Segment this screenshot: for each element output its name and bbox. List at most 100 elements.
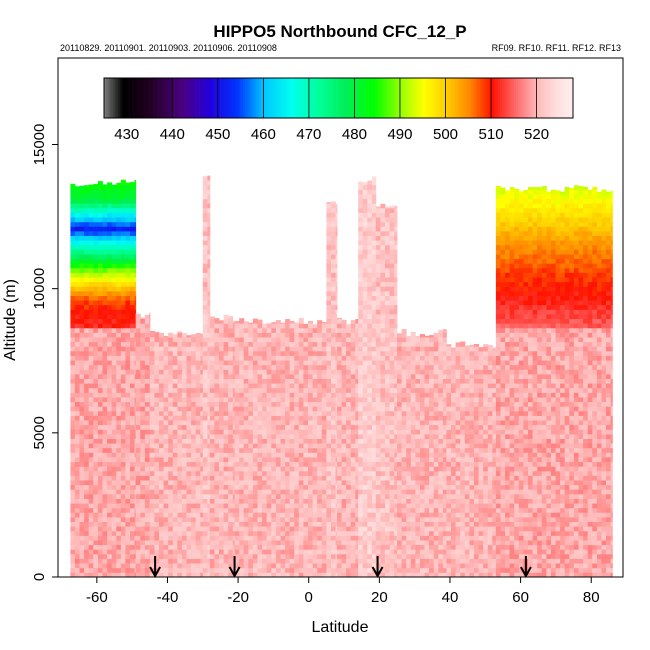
heatmap-cell (214, 507, 220, 513)
heatmap-cell (248, 341, 254, 347)
heatmap-cell (149, 392, 155, 398)
heatmap-cell (262, 360, 268, 366)
heatmap-cell (70, 263, 76, 269)
heatmap-cell (367, 567, 373, 573)
heatmap-cell (195, 350, 201, 356)
heatmap-cell (130, 323, 135, 329)
heatmap-cell (275, 540, 281, 546)
heatmap-cell (140, 406, 146, 412)
heatmap-cell (326, 480, 332, 486)
heatmap-cell (271, 383, 277, 389)
heatmap-cell (88, 304, 94, 310)
heatmap-cell (308, 397, 313, 403)
heatmap-cell (214, 383, 220, 389)
heatmap-cell (346, 350, 352, 356)
heatmap-cell (335, 558, 338, 564)
heatmap-cell (130, 231, 135, 236)
heatmap-cell (358, 540, 364, 546)
heatmap-cell (120, 346, 126, 352)
heatmap-cell (84, 447, 90, 453)
heatmap-cell (317, 457, 323, 463)
heatmap-cell (371, 383, 377, 389)
heatmap-cell (181, 429, 187, 435)
heatmap-cell (140, 392, 146, 398)
heatmap-cell (191, 572, 197, 577)
heatmap-cell (380, 558, 386, 564)
heatmap-cell (271, 420, 277, 426)
heatmap-cell (335, 295, 338, 301)
heatmap-cell (79, 291, 85, 296)
heatmap-cell (262, 466, 268, 472)
heatmap-cell (207, 374, 211, 379)
heatmap-cell (134, 291, 137, 296)
heatmap-cell (298, 323, 304, 329)
heatmap-cell (70, 341, 76, 347)
heatmap-cell (243, 369, 249, 375)
heatmap-cell (154, 420, 160, 426)
heatmap-cell (367, 470, 373, 476)
heatmap-cell (177, 332, 183, 338)
heatmap-cell (243, 517, 249, 522)
heatmap-cell (317, 480, 323, 486)
heatmap-cell (280, 549, 286, 555)
heatmap-cell (321, 337, 327, 343)
heatmap-cell (367, 401, 373, 407)
heatmap-cell (70, 300, 76, 306)
heatmap-cell (239, 383, 245, 389)
heatmap-cell (97, 360, 103, 366)
heatmap-cell (172, 544, 178, 550)
heatmap-cell (200, 484, 204, 490)
heatmap-cell (172, 457, 178, 463)
heatmap-cell (102, 434, 108, 439)
heatmap-cell (207, 530, 211, 536)
heatmap-cell (79, 438, 85, 444)
heatmap-cell (202, 221, 208, 227)
heatmap-cell (202, 327, 208, 333)
heatmap-cell (317, 535, 323, 541)
heatmap-cell (243, 484, 249, 490)
heatmap-cell (317, 553, 323, 559)
heatmap-cell (172, 526, 178, 532)
heatmap-cell (380, 267, 386, 273)
heatmap-cell (312, 341, 318, 347)
heatmap-cell (209, 346, 215, 352)
heatmap-cell (257, 535, 263, 541)
heatmap-cell (134, 249, 137, 255)
heatmap-cell (200, 364, 204, 370)
heatmap-cell (74, 364, 80, 370)
heatmap-cell (326, 207, 332, 213)
heatmap-cell (84, 350, 90, 356)
heatmap-cell (163, 540, 169, 546)
heatmap-cell (367, 480, 373, 486)
heatmap-cell (70, 512, 76, 518)
heatmap-cell (223, 410, 229, 416)
heatmap-cell (243, 415, 249, 421)
heatmap-cell (312, 401, 318, 407)
heatmap-cell (107, 484, 113, 490)
heatmap-cell (135, 401, 141, 407)
heatmap-cell (111, 447, 117, 453)
heatmap-cell (70, 194, 76, 200)
heatmap-cell (120, 401, 126, 407)
heatmap-cell (107, 281, 113, 287)
heatmap-cell (88, 369, 94, 375)
heatmap-cell (116, 346, 122, 352)
heatmap-cell (209, 544, 215, 550)
heatmap-cell (298, 337, 304, 343)
heatmap-cell (289, 320, 295, 324)
heatmap-cell (358, 244, 364, 250)
heatmap-cell (331, 549, 336, 555)
heatmap-cell (97, 226, 103, 232)
heatmap-cell (358, 281, 364, 287)
heatmap-cell (280, 360, 286, 366)
heatmap-cell (358, 397, 364, 403)
heatmap-cell (177, 512, 183, 518)
heatmap-cell (321, 424, 327, 430)
heatmap-cell (93, 203, 99, 209)
heatmap-cell (209, 558, 215, 564)
heatmap-cell (385, 272, 390, 278)
heatmap-cell (228, 572, 234, 577)
heatmap-cell (358, 184, 364, 190)
heatmap-cell (125, 194, 131, 200)
heatmap-cell (214, 323, 220, 329)
